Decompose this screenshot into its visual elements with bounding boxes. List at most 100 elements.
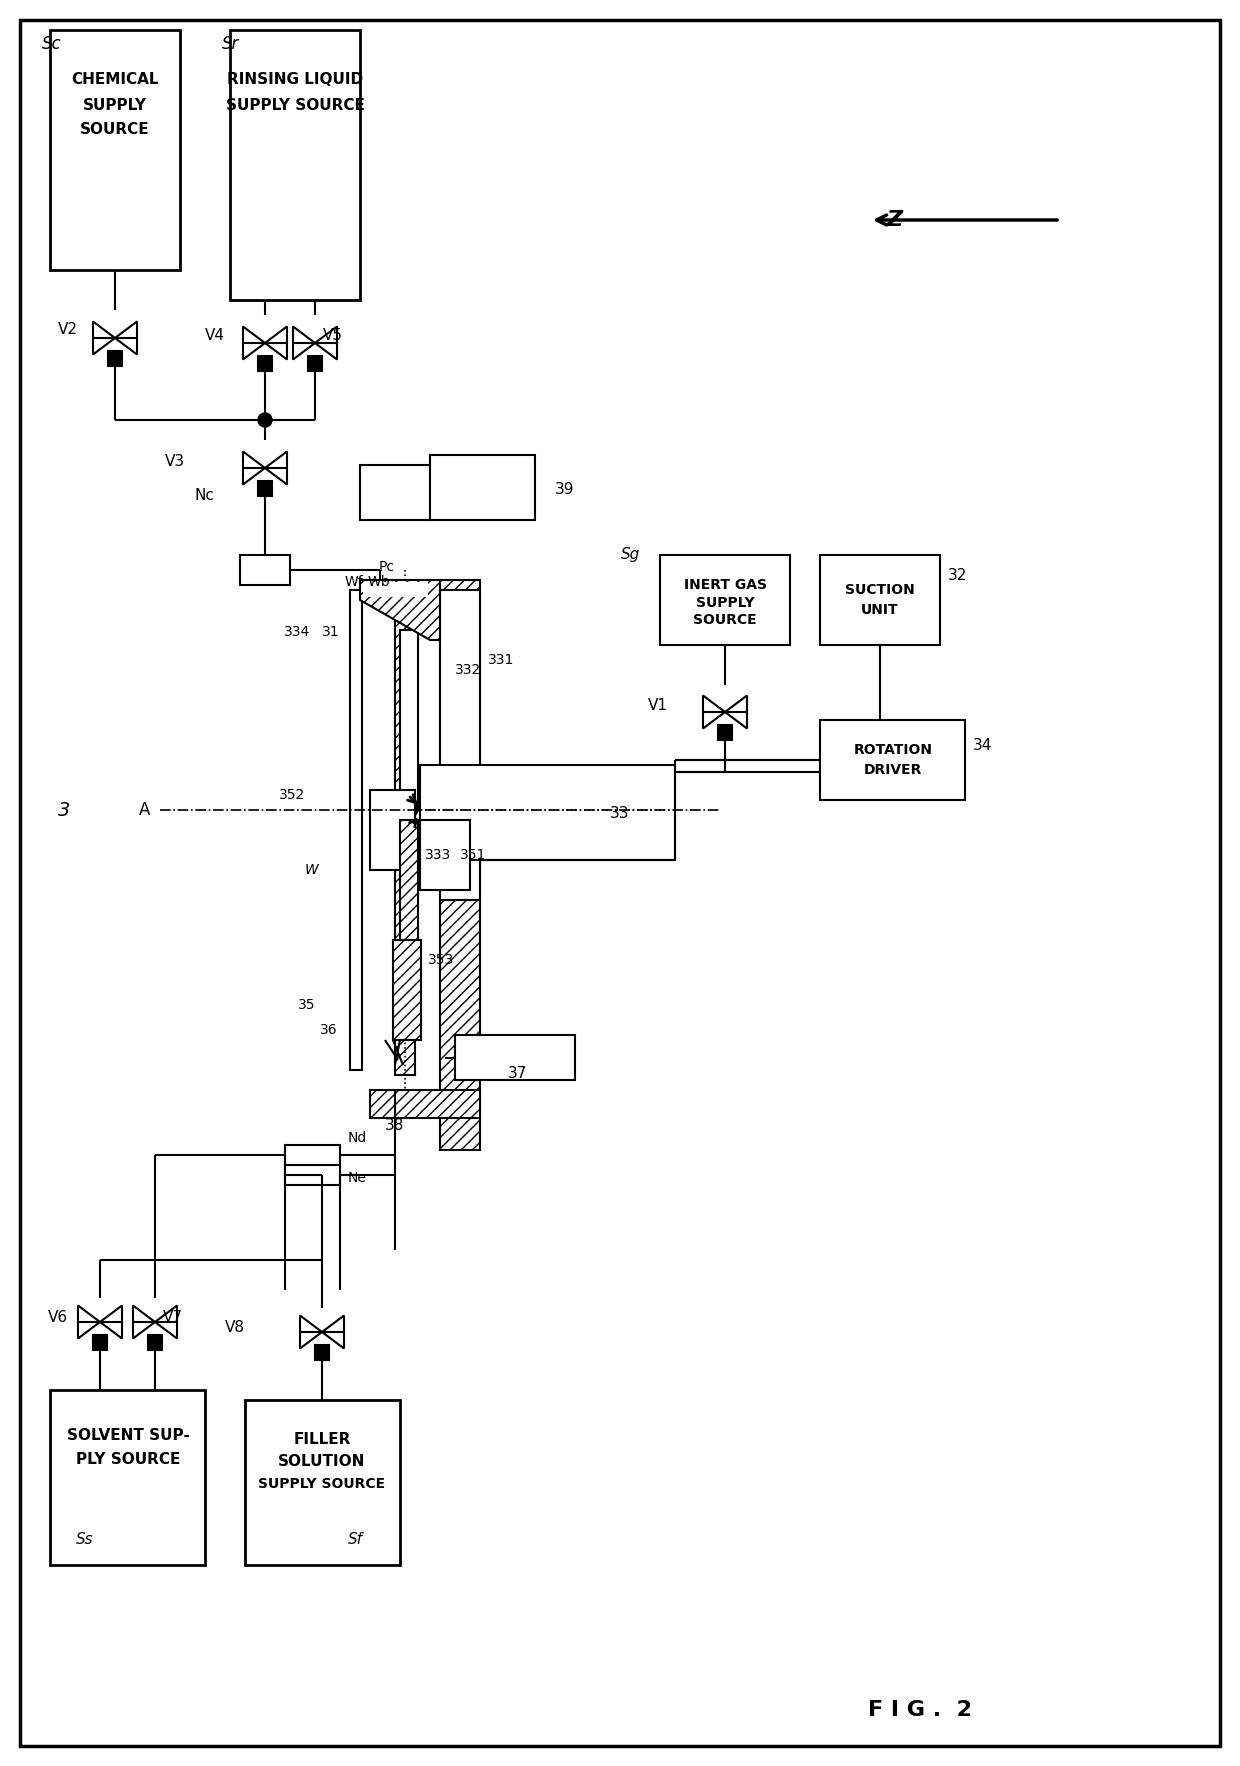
Text: SOLUTION: SOLUTION: [278, 1455, 366, 1469]
Text: Sg: Sg: [621, 547, 640, 563]
Text: 331: 331: [489, 653, 515, 668]
Text: 333: 333: [425, 848, 451, 862]
Text: 31: 31: [322, 625, 340, 639]
Bar: [440, 590, 480, 901]
Bar: [820, 721, 965, 800]
Text: INERT GAS: INERT GAS: [683, 577, 766, 592]
Bar: [455, 1035, 575, 1081]
Text: ROTATION: ROTATION: [853, 743, 932, 758]
Bar: [108, 351, 122, 367]
Bar: [420, 819, 470, 890]
Polygon shape: [300, 1316, 322, 1349]
Polygon shape: [93, 321, 115, 355]
Bar: [401, 819, 418, 940]
Text: A: A: [139, 802, 150, 819]
Text: V4: V4: [205, 327, 224, 343]
Bar: [440, 579, 480, 1150]
Circle shape: [258, 413, 272, 427]
Text: V1: V1: [649, 698, 668, 712]
Text: SUPPLY: SUPPLY: [696, 595, 754, 609]
Polygon shape: [315, 327, 337, 360]
Text: Wb: Wb: [367, 576, 391, 590]
Bar: [258, 357, 272, 371]
Bar: [430, 456, 534, 519]
Bar: [396, 595, 415, 1075]
Text: 37: 37: [508, 1065, 527, 1081]
Bar: [718, 726, 732, 740]
Bar: [285, 1166, 340, 1185]
Text: SOURCE: SOURCE: [693, 613, 756, 627]
Text: SOURCE: SOURCE: [81, 122, 150, 138]
Bar: [660, 555, 790, 645]
Bar: [229, 30, 360, 300]
Polygon shape: [78, 1305, 100, 1339]
Text: Sc: Sc: [42, 35, 62, 53]
Text: 33: 33: [610, 805, 630, 821]
Bar: [285, 1144, 340, 1166]
Text: V8: V8: [224, 1321, 246, 1335]
Polygon shape: [100, 1305, 122, 1339]
Bar: [401, 630, 418, 811]
Text: V3: V3: [165, 454, 185, 470]
Bar: [50, 30, 180, 270]
Polygon shape: [155, 1305, 177, 1339]
Text: Z: Z: [887, 210, 903, 230]
Text: Ss: Ss: [76, 1533, 94, 1547]
Bar: [370, 1090, 480, 1118]
Polygon shape: [265, 452, 286, 484]
Text: 35: 35: [298, 998, 315, 1012]
Bar: [246, 1400, 401, 1565]
Text: 39: 39: [556, 482, 574, 498]
Bar: [820, 555, 940, 645]
Text: CHEMICAL: CHEMICAL: [71, 72, 159, 88]
Text: Nc: Nc: [195, 487, 215, 503]
Bar: [363, 583, 428, 597]
Text: SUPPLY: SUPPLY: [83, 97, 148, 113]
Text: UNIT: UNIT: [862, 602, 899, 616]
Polygon shape: [703, 696, 725, 729]
Text: SUPPLY SOURCE: SUPPLY SOURCE: [226, 97, 365, 113]
Bar: [148, 1335, 162, 1351]
Bar: [241, 555, 290, 585]
Polygon shape: [322, 1316, 343, 1349]
Text: SUPPLY SOURCE: SUPPLY SOURCE: [258, 1476, 386, 1491]
Text: 351: 351: [460, 848, 486, 862]
Bar: [93, 1335, 107, 1351]
Polygon shape: [265, 327, 286, 360]
Text: 3: 3: [58, 800, 71, 819]
Text: SOLVENT SUP-: SOLVENT SUP-: [67, 1427, 190, 1443]
Polygon shape: [293, 327, 315, 360]
Bar: [393, 940, 422, 1040]
Text: 332: 332: [455, 662, 481, 676]
Bar: [360, 464, 430, 519]
Text: W: W: [304, 864, 317, 878]
Text: SUCTION: SUCTION: [846, 583, 915, 597]
Polygon shape: [243, 452, 265, 484]
Polygon shape: [115, 321, 136, 355]
Text: 34: 34: [973, 738, 992, 752]
Polygon shape: [243, 327, 265, 360]
Text: 38: 38: [384, 1118, 404, 1132]
Bar: [350, 590, 362, 1070]
Bar: [258, 480, 272, 496]
Text: FILLER: FILLER: [294, 1432, 351, 1448]
Text: 334: 334: [284, 625, 310, 639]
Text: Sr: Sr: [222, 35, 239, 53]
Polygon shape: [133, 1305, 155, 1339]
Text: Sf: Sf: [347, 1533, 362, 1547]
Text: Nd: Nd: [348, 1130, 367, 1144]
Text: Ne: Ne: [348, 1171, 367, 1185]
Text: PLY SOURCE: PLY SOURCE: [76, 1452, 180, 1468]
Text: V7: V7: [162, 1310, 184, 1326]
Text: V2: V2: [58, 323, 78, 337]
Text: DRIVER: DRIVER: [864, 763, 923, 777]
Text: V5: V5: [322, 327, 343, 343]
Text: Pc: Pc: [379, 560, 396, 574]
Text: RINSING LIQUID: RINSING LIQUID: [227, 72, 363, 88]
Polygon shape: [360, 579, 440, 639]
Bar: [420, 765, 675, 860]
Text: 32: 32: [949, 567, 967, 583]
Text: V6: V6: [48, 1310, 68, 1326]
Text: 36: 36: [320, 1023, 339, 1037]
Bar: [315, 1346, 329, 1360]
